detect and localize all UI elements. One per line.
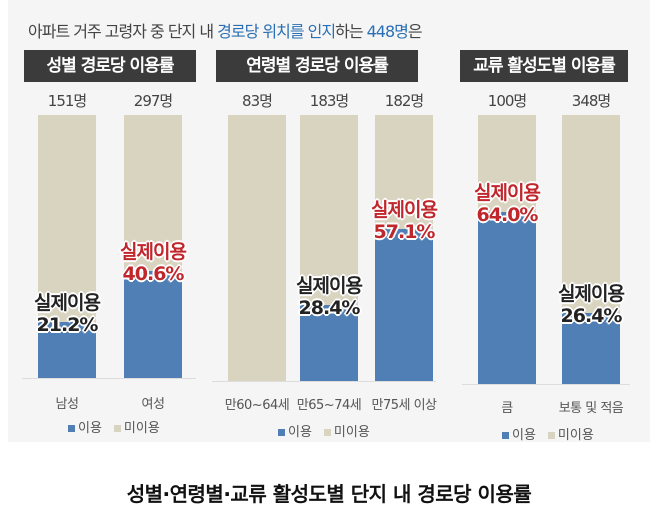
- category-label: 큼: [501, 401, 513, 416]
- data-label-title: 실제이용: [120, 241, 187, 264]
- stacked-bar: [124, 115, 182, 378]
- legend: 이용 미이용: [278, 421, 370, 440]
- category-label: 여성: [141, 397, 165, 412]
- chart-title: 교류 활성도별 이용률: [460, 50, 628, 82]
- legend-label-used: 이용: [78, 421, 102, 436]
- headline-text: 은: [407, 22, 423, 41]
- stacked-bar: [562, 115, 620, 384]
- headline-count: 448명: [366, 22, 409, 41]
- data-label: 실제이용 26.4%: [531, 283, 651, 327]
- data-label-title: 실제이용: [474, 181, 541, 204]
- headline-text: 아파트 거주 고령자 중 단지 내: [28, 22, 218, 41]
- bar-segment-used: [124, 271, 182, 378]
- stacked-bar: [38, 115, 96, 378]
- bar-segment-unused: [562, 115, 620, 313]
- bar-segment-unused: [375, 115, 433, 230]
- data-label: 실제이용 64.0%: [447, 182, 567, 226]
- data-label: 실제이용 57.1%: [344, 199, 464, 243]
- data-label-value: 21.2%: [36, 314, 99, 337]
- data-label-title: 실제이용: [296, 275, 363, 298]
- bar-segment-unused: [228, 115, 286, 381]
- legend-swatch-used: [502, 432, 509, 439]
- category-label: 만75세 이상: [371, 398, 437, 413]
- x-axis-line: [22, 378, 196, 379]
- headline: 아파트 거주 고령자 중 단지 내 경로당 위치를 인지하는 448명은: [28, 18, 423, 42]
- chart-title: 연령별 경로당 이용률: [216, 50, 418, 82]
- count-label: 182명: [384, 92, 424, 110]
- caption: 성별·연령별·교류 활성도별 단지 내 경로당 이용률: [126, 482, 532, 506]
- chart-title: 성별 경로당 이용률: [24, 50, 196, 82]
- legend-swatch-unused: [113, 425, 121, 432]
- legend-label-unused: 미이용: [557, 428, 594, 443]
- category-label: 남성: [55, 397, 79, 412]
- legend-swatch-unused: [547, 432, 555, 439]
- bar-segment-unused: [124, 115, 182, 272]
- category-label: 보통 및 적음: [558, 401, 624, 416]
- data-label-title: 실제이용: [371, 199, 438, 222]
- bar-segment-used: [478, 211, 536, 384]
- data-label-value: 26.4%: [560, 304, 623, 327]
- bar-segment-used: [300, 305, 358, 381]
- bar-segment-unused: [478, 115, 536, 212]
- data-label-value: 40.6%: [122, 263, 185, 286]
- legend: 이용 미이용: [68, 417, 160, 436]
- data-label-value: 57.1%: [373, 221, 436, 244]
- data-label-title: 실제이용: [558, 282, 625, 305]
- count-label: 100명: [487, 92, 527, 110]
- headline-highlight: 경로당 위치를 인지: [217, 22, 336, 41]
- headline-text: 하는: [335, 22, 367, 41]
- count-label: 83명: [242, 92, 273, 110]
- data-label: 실제이용 40.6%: [93, 241, 213, 285]
- x-axis-line: [462, 384, 630, 385]
- bar-segment-unused: [300, 115, 358, 306]
- bar-segment-used: [375, 229, 433, 381]
- legend-label-unused: 미이용: [333, 425, 370, 440]
- stacked-bar: [300, 115, 358, 381]
- bar-segment-used: [562, 312, 620, 384]
- legend-swatch-unused: [323, 429, 331, 436]
- legend-swatch-used: [68, 425, 75, 432]
- data-label-title: 실제이용: [34, 292, 101, 315]
- legend-label-unused: 미이용: [123, 421, 160, 436]
- data-label-value: 28.4%: [298, 297, 361, 320]
- category-label: 만65~74세: [296, 398, 362, 413]
- legend-swatch-used: [278, 429, 285, 436]
- stacked-bar: [375, 115, 433, 381]
- data-label-value: 64.0%: [476, 203, 539, 226]
- count-label: 348명: [571, 92, 611, 110]
- stacked-bar: [478, 115, 536, 384]
- count-label: 183명: [309, 92, 349, 110]
- category-label: 만60~64세: [224, 398, 290, 413]
- stacked-bar: [228, 115, 286, 381]
- bar-segment-used: [38, 322, 96, 378]
- legend-label-used: 이용: [512, 428, 536, 443]
- data-label: 실제이용 28.4%: [269, 275, 389, 319]
- data-label: 실제이용 21.2%: [7, 292, 127, 336]
- legend: 이용 미이용: [502, 424, 594, 443]
- bar-segment-unused: [38, 115, 96, 323]
- legend-label-used: 이용: [288, 425, 312, 440]
- count-label: 297명: [133, 92, 173, 110]
- count-label: 151명: [47, 92, 87, 110]
- x-axis-line: [212, 381, 436, 382]
